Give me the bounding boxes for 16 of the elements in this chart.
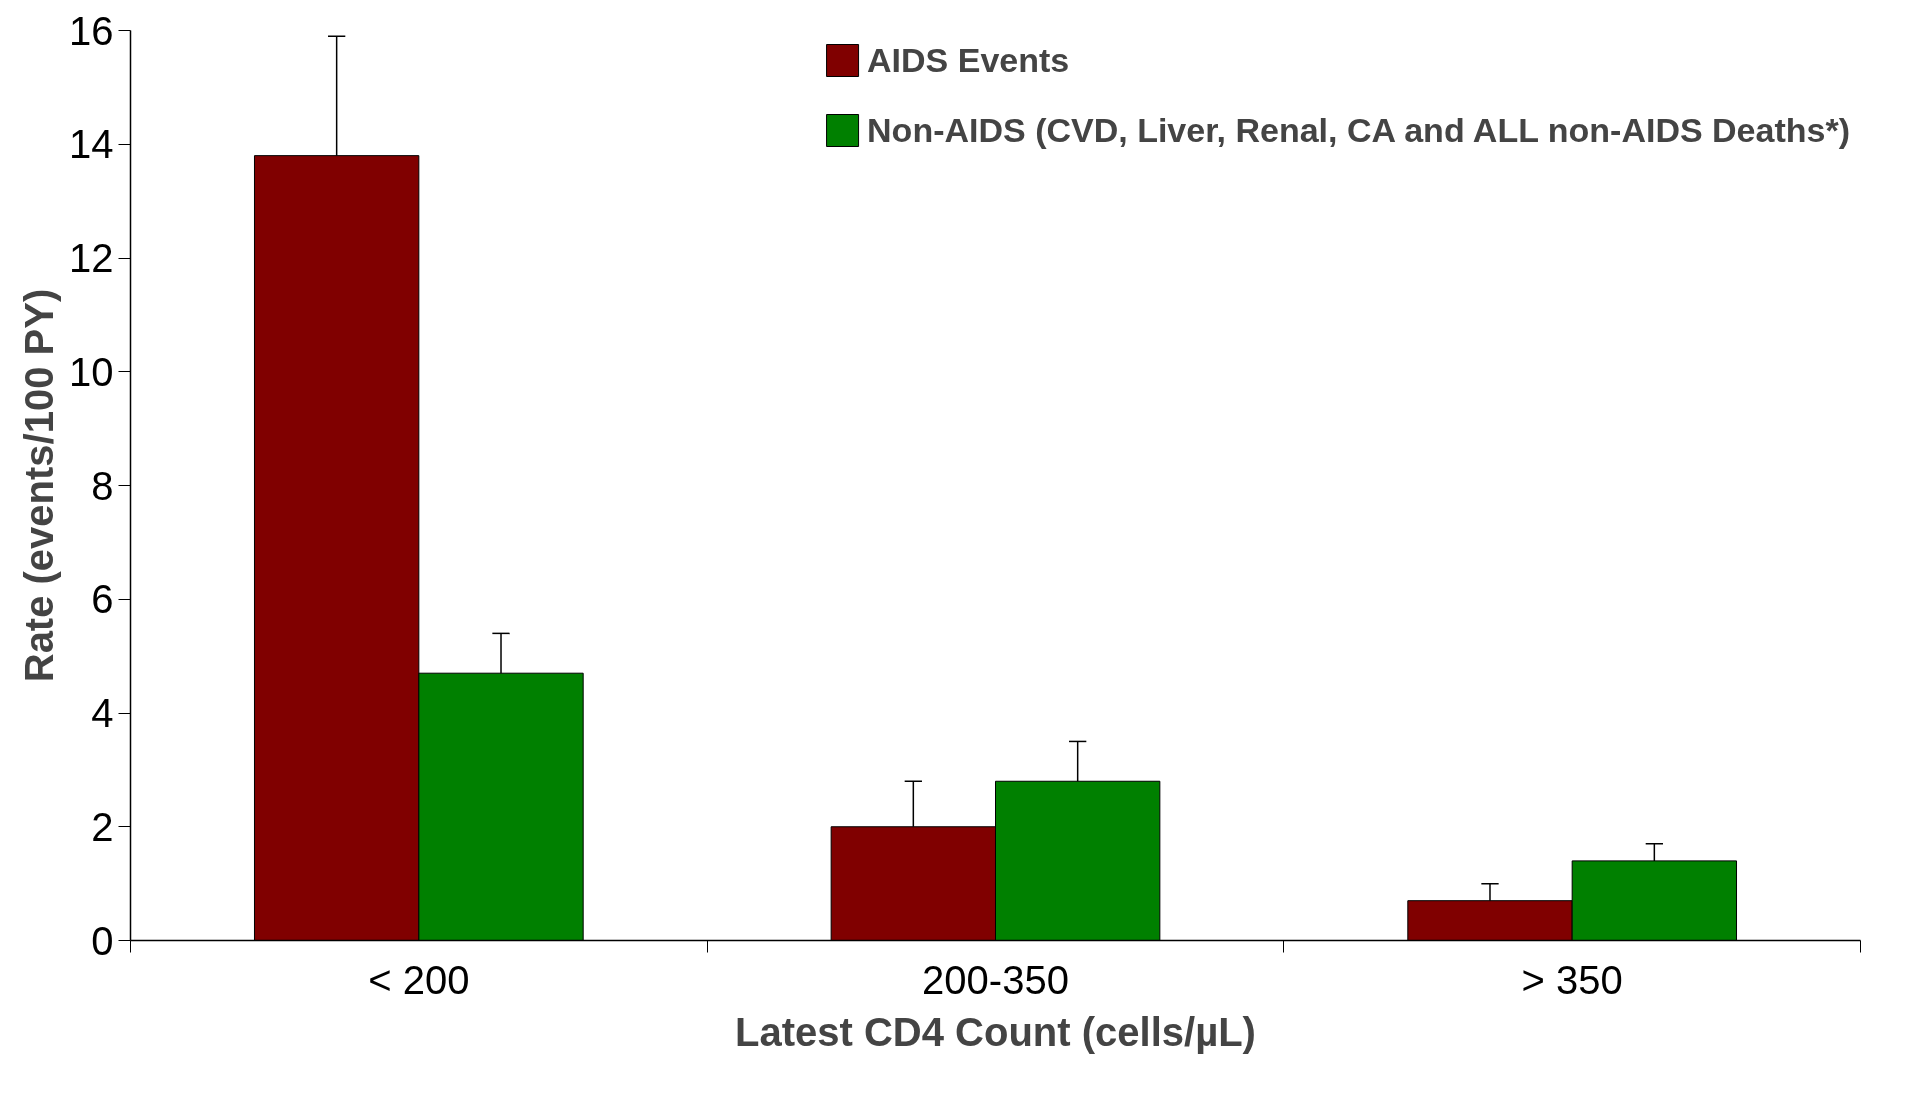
x-tick-label: < 200 — [368, 957, 470, 1002]
y-tick-label: 16 — [69, 8, 114, 53]
x-axis-title: Latest CD4 Count (cells/µL) — [735, 1009, 1256, 1054]
y-tick-label: 2 — [91, 804, 114, 849]
y-axis-title: Rate (events/100 PY) — [17, 288, 62, 683]
y-tick-label: 4 — [91, 691, 114, 735]
legend-label: AIDS Events — [867, 40, 1071, 80]
x-tick-label: > 350 — [1521, 957, 1623, 1002]
y-tick-label: 8 — [91, 463, 114, 508]
y-tick-label: 14 — [69, 122, 114, 167]
y-tick-label: 0 — [91, 918, 114, 963]
x-tick-label: 200-350 — [922, 957, 1069, 1002]
legend-label: Non-AIDS (CVD, Liver, Renal, CA and ALL non-AIDS Deaths*) — [867, 110, 1850, 150]
y-tick-label: 10 — [69, 349, 114, 394]
y-tick-label: 6 — [91, 577, 114, 622]
y-tick-label: 12 — [69, 236, 114, 280]
